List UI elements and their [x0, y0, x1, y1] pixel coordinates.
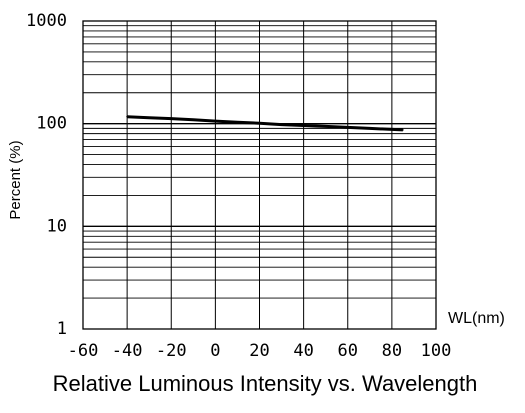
data-point	[369, 127, 371, 130]
data-point	[346, 126, 349, 129]
data-point	[402, 129, 404, 131]
x-axis-label: WL(nm)	[448, 310, 505, 327]
x-tick-label: 40	[293, 341, 313, 361]
data-point	[170, 117, 173, 120]
data-point	[391, 128, 393, 131]
data-point	[148, 117, 150, 119]
data-point	[236, 121, 239, 124]
data-point	[280, 123, 283, 126]
y-tick-label: 1000	[26, 11, 67, 31]
y-tick-label: 10	[47, 216, 67, 236]
data-point	[126, 115, 128, 118]
x-tick-label: -20	[156, 341, 187, 361]
x-tick-label: 60	[338, 341, 358, 361]
data-point	[302, 124, 305, 127]
chart-title: Relative Luminous Intensity vs. Waveleng…	[53, 371, 478, 396]
series-layer	[126, 115, 404, 132]
x-tick-label: 0	[210, 341, 220, 361]
x-tick-label: 20	[249, 341, 269, 361]
x-tick-label: 100	[421, 341, 452, 361]
data-point	[192, 119, 195, 121]
data-point	[324, 125, 327, 128]
x-tick-label: 80	[382, 341, 402, 361]
series-line	[127, 115, 403, 132]
grid-layer	[82, 20, 437, 330]
tick-labels: -60 -40 -20 0 20 40 60 80 100 1 10 100 1000	[26, 11, 451, 361]
y-axis-label: Percent (%)	[7, 140, 24, 219]
x-tick-label: -40	[112, 341, 143, 361]
y-tick-label: 1	[57, 319, 67, 339]
data-point	[258, 122, 261, 125]
y-tick-label: 100	[36, 114, 67, 134]
x-tick-label: -60	[68, 341, 99, 361]
data-point	[214, 120, 217, 122]
